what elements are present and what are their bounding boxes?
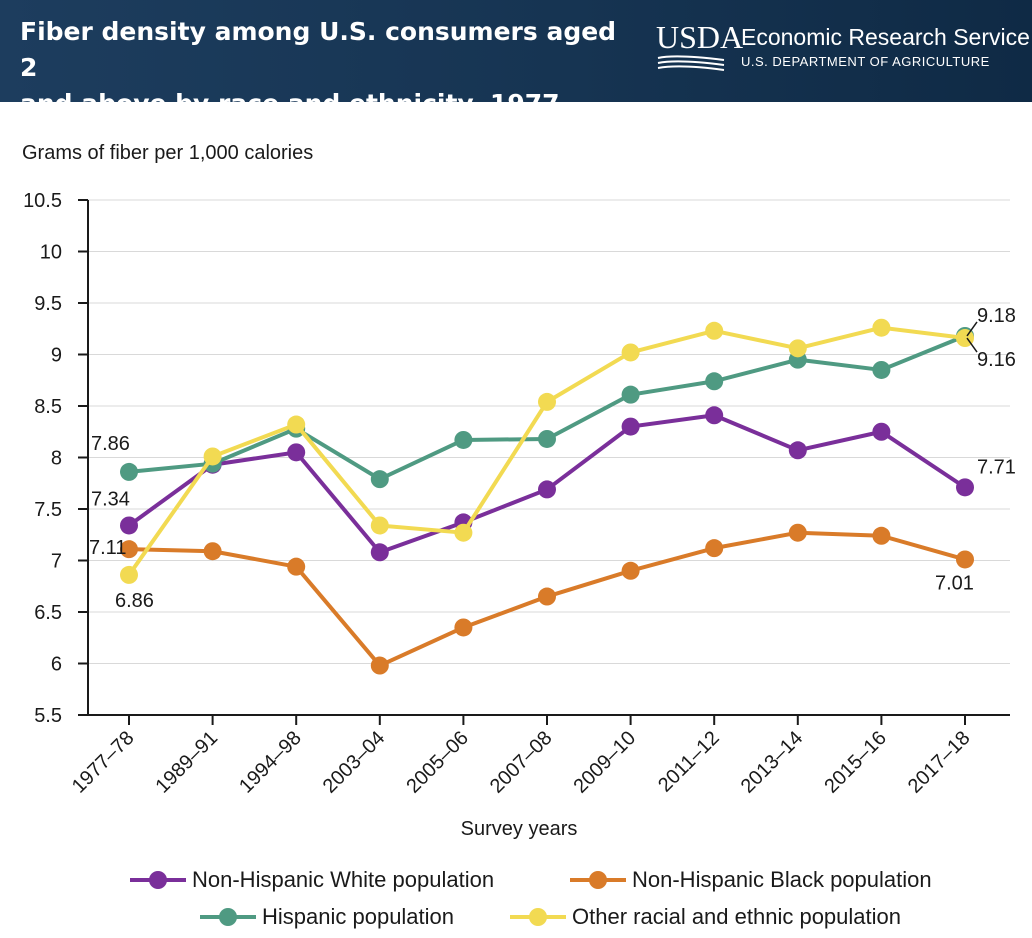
y-tick-label: 8.5 [34,396,62,418]
y-tick-label: 6 [51,654,62,676]
line-chart: 10.5 10 9.5 9 8.5 8 7.5 7 6.5 6 5.5 1977–78 1989–91 1… [23,190,1016,840]
data-label: 7.34 [91,488,130,510]
data-point-other [370,516,389,535]
data-label: 7.11 [89,537,126,559]
y-tick-label: 10 [40,242,62,264]
chart-legend: Non-Hispanic White population Non-Hispan… [0,860,1032,938]
legend-label-hispanic: Hispanic population [262,904,455,929]
title-line-2: and above by race and ethnicity, 1977–20… [20,86,640,102]
legend-label-black: Non-Hispanic Black population [632,867,932,892]
legend-swatch-white [130,870,186,890]
data-point-other [788,339,807,358]
legend-swatch-hispanic [200,907,256,927]
legend-label-other: Other racial and ethnic population [572,904,901,929]
y-tick-label: 7.5 [34,499,62,521]
y-axis-label: Grams of fiber per 1,000 calories [22,142,314,164]
title-line-1: Fiber density among U.S. consumers aged … [20,17,617,82]
x-tick-label: 1977–78 [68,727,139,798]
data-point-black [120,540,138,559]
legend-item-hispanic: Hispanic population [200,902,454,932]
y-tick-label: 5.5 [34,705,62,727]
data-point-white [621,417,640,436]
data-point-hispanic [370,470,389,489]
data-point-black [872,526,891,545]
y-tick-label: 7 [51,551,62,573]
data-point-hispanic [120,462,138,481]
data-point-hispanic [621,385,640,404]
data-point-hispanic [705,372,724,391]
agency-name: Economic Research Service [741,24,1030,50]
data-point-black [621,561,640,580]
data-label: 9.16 [977,349,1016,371]
data-point-white [705,406,724,425]
data-point-white [538,480,556,499]
header-banner: Fiber density among U.S. consumers aged … [0,0,1032,102]
data-point-white [287,443,306,462]
legend-item-other: Other racial and ethnic population [510,902,901,932]
annotation-leader [966,337,978,353]
annotation-leader [966,321,978,337]
y-tick-label: 6.5 [34,602,62,624]
data-point-black [788,523,807,542]
data-point-white [872,422,891,441]
legend-item-black: Non-Hispanic Black population [570,865,932,895]
data-point-black [370,656,389,675]
data-point-white [788,441,807,460]
x-tick-label: 2003–04 [319,727,390,798]
data-point-other [538,392,556,411]
data-label: 9.18 [977,305,1016,327]
legend-item-white: Non-Hispanic White population [130,865,494,895]
data-point-other [872,318,891,337]
x-axis-title: Survey years [461,818,578,840]
y-tick-label: 9 [51,345,62,367]
data-point-other [120,565,138,584]
data-point-black [287,557,306,576]
data-label: 7.01 [935,572,974,594]
data-point-hispanic [538,429,556,448]
data-point-white [370,543,389,562]
x-tick-label: 2015–16 [820,727,891,798]
y-tick-label: 10.5 [23,190,62,212]
x-tick-label: 1989–91 [152,727,223,798]
data-point-white [120,516,138,535]
data-point-hispanic [454,430,473,449]
chart-title: Fiber density among U.S. consumers aged … [20,14,640,102]
x-tick-label: 2017–18 [904,727,975,798]
usda-waves-icon [657,55,725,71]
data-point-hispanic [872,360,891,379]
data-point-white [956,478,974,497]
x-tick-label: 1994–98 [235,727,306,798]
data-point-black [454,618,473,637]
legend-swatch-other [510,907,566,927]
x-tick-label: 2007–08 [486,727,557,798]
data-point-other [621,343,640,362]
x-tick-label: 2005–06 [402,727,473,798]
x-tick-label: 2011–12 [654,727,724,797]
data-label: 7.71 [977,456,1016,478]
x-tick-label: 2009–10 [570,727,641,798]
usda-wordmark: USDA [656,19,744,55]
data-point-other [705,321,724,340]
y-tick-label: 9.5 [34,293,62,315]
legend-label-white: Non-Hispanic White population [192,867,495,892]
data-point-other [454,523,473,542]
data-label: 7.86 [91,433,130,455]
legend-swatch-black [570,870,626,890]
data-point-black [203,542,222,561]
data-point-other [287,415,306,434]
data-point-black [705,539,724,558]
y-tick-label: 8 [51,448,62,470]
department-name: U.S. DEPARTMENT OF AGRICULTURE [741,54,990,69]
data-point-black [538,587,556,606]
x-tick-label: 2013–14 [737,727,808,798]
data-point-other [203,447,222,466]
data-point-black [956,550,974,569]
usda-logo: USDA Economic Research Service U.S. DEPA… [656,19,1030,80]
data-label: 6.86 [115,590,154,612]
